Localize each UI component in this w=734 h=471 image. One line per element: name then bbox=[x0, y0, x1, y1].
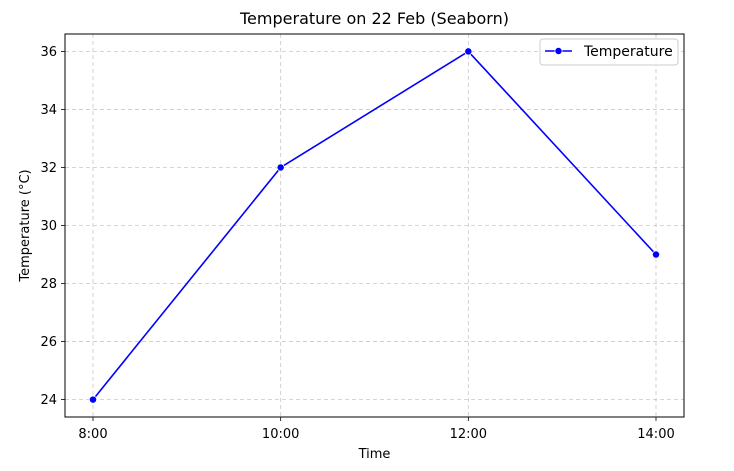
x-axis-ticks: 8:00 10:00 12:00 14:00 bbox=[78, 417, 675, 442]
data-point bbox=[276, 163, 285, 172]
x-axis-label: Time bbox=[358, 447, 391, 462]
y-tick-label: 30 bbox=[40, 219, 57, 234]
data-point bbox=[652, 250, 660, 259]
chart-title: Temperature on 22 Feb (Seaborn) bbox=[239, 9, 509, 28]
y-axis-ticks: 24 26 28 30 32 34 36 bbox=[40, 45, 65, 408]
x-tick-label: 10:00 bbox=[262, 427, 299, 442]
x-tick-label: 8:00 bbox=[78, 427, 107, 442]
y-tick-label: 32 bbox=[40, 161, 57, 176]
legend-box bbox=[539, 38, 679, 66]
series-layer bbox=[89, 47, 660, 404]
x-tick-label: 14:00 bbox=[637, 427, 674, 442]
y-tick-label: 34 bbox=[40, 103, 57, 118]
data-point bbox=[464, 47, 473, 56]
y-axis-label: Temperature (°C) bbox=[18, 169, 33, 282]
legend-label: Temperature bbox=[583, 44, 673, 60]
x-tick-label: 12:00 bbox=[450, 427, 487, 442]
data-point bbox=[89, 395, 97, 404]
y-tick-label: 26 bbox=[40, 335, 57, 350]
legend: Temperature bbox=[539, 38, 679, 66]
grid bbox=[65, 34, 684, 417]
y-tick-label: 28 bbox=[40, 277, 57, 292]
series-line bbox=[92, 50, 657, 401]
y-tick-label: 36 bbox=[40, 45, 57, 60]
y-tick-label: 24 bbox=[40, 393, 57, 408]
legend-swatch-marker bbox=[554, 47, 563, 55]
